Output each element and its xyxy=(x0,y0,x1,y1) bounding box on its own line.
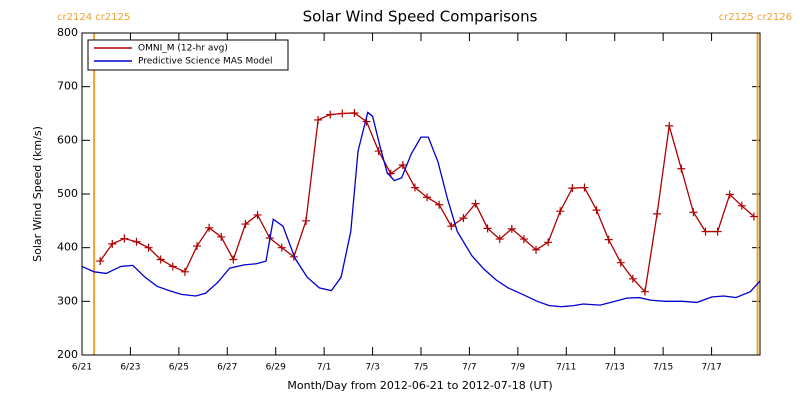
data-point xyxy=(519,235,528,244)
data-point xyxy=(314,115,323,124)
data-point xyxy=(410,183,419,192)
data-point xyxy=(701,227,710,236)
data-point xyxy=(132,237,141,246)
data-point xyxy=(604,235,613,244)
data-point xyxy=(96,257,105,266)
y-tick-label: 300 xyxy=(57,294,78,307)
x-tick-label: 7/9 xyxy=(511,363,526,373)
data-point xyxy=(725,190,734,199)
x-tick-label: 7/13 xyxy=(605,363,625,373)
data-point xyxy=(749,212,758,221)
x-tick-label: 7/5 xyxy=(414,363,428,373)
data-point xyxy=(108,239,117,248)
data-point xyxy=(592,206,601,215)
data-point xyxy=(640,287,649,296)
data-point xyxy=(689,208,698,217)
data-point xyxy=(459,214,468,223)
data-point xyxy=(241,220,250,229)
x-tick-label: 6/25 xyxy=(169,363,189,373)
x-tick-label: 7/11 xyxy=(556,363,576,373)
data-point xyxy=(713,227,722,236)
y-tick-label: 600 xyxy=(57,133,78,146)
x-tick-label: 6/29 xyxy=(266,363,286,373)
data-point xyxy=(253,210,262,219)
y-tick-label: 700 xyxy=(57,80,78,93)
data-point xyxy=(217,232,226,241)
x-tick-label: 7/7 xyxy=(462,363,476,373)
data-point xyxy=(495,235,504,244)
data-point xyxy=(556,207,565,216)
data-point xyxy=(144,243,153,252)
y-tick-label: 200 xyxy=(57,348,78,361)
data-point xyxy=(193,242,202,251)
data-point xyxy=(544,238,553,247)
data-point xyxy=(229,255,238,264)
plot-frame xyxy=(81,32,761,356)
data-point xyxy=(737,201,746,210)
data-point xyxy=(277,243,286,252)
y-tick-label: 500 xyxy=(57,187,78,200)
data-point xyxy=(665,121,674,130)
data-point xyxy=(580,183,589,192)
data-point xyxy=(423,193,432,202)
data-point xyxy=(447,222,456,231)
legend-label: Predictive Science MAS Model xyxy=(138,57,273,67)
y-tick-label: 400 xyxy=(57,241,78,254)
legend-box xyxy=(87,39,289,71)
data-point xyxy=(616,258,625,267)
data-point xyxy=(483,224,492,233)
boundary-label: cr2124 cr2125 xyxy=(57,12,130,23)
data-point xyxy=(628,274,637,283)
x-tick-label: 7/1 xyxy=(317,363,331,373)
data-point xyxy=(205,223,214,232)
y-axis-label: Solar Wind Speed (km/s) xyxy=(31,126,44,262)
y-tick-label: 800 xyxy=(57,26,78,39)
data-point xyxy=(471,199,480,208)
x-tick-label: 6/23 xyxy=(120,363,140,373)
x-tick-label: 7/15 xyxy=(653,363,673,373)
data-point xyxy=(653,209,662,218)
data-point xyxy=(168,262,177,271)
data-point xyxy=(180,267,189,276)
x-tick-label: 6/27 xyxy=(217,363,237,373)
data-point xyxy=(435,200,444,209)
data-point xyxy=(120,234,129,243)
data-point xyxy=(398,161,407,170)
data-point xyxy=(677,164,686,173)
x-tick-label: 6/21 xyxy=(72,363,92,373)
data-point xyxy=(301,216,310,225)
x-tick-label: 7/3 xyxy=(365,363,379,373)
data-point xyxy=(532,245,541,254)
x-axis-label: Month/Day from 2012-06-21 to 2012-07-18 … xyxy=(287,379,552,392)
series-line xyxy=(81,111,761,308)
chart-title: Solar Wind Speed Comparisons xyxy=(303,8,538,26)
data-point xyxy=(156,255,165,264)
data-point xyxy=(326,110,335,119)
data-point xyxy=(568,184,577,193)
data-point xyxy=(350,108,359,117)
boundary-label: cr2125 cr2126 xyxy=(719,12,792,23)
data-point xyxy=(338,109,347,118)
data-point xyxy=(507,224,516,233)
x-tick-label: 7/17 xyxy=(701,363,721,373)
legend-label: OMNI_M (12-hr avg) xyxy=(138,44,228,54)
